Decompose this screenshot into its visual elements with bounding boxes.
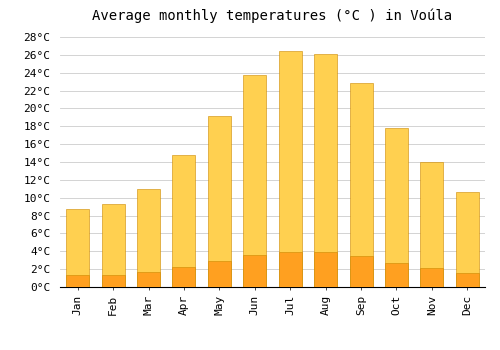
Bar: [350, 257, 372, 287]
Bar: [456, 193, 479, 287]
Bar: [420, 162, 444, 287]
Bar: [278, 252, 301, 287]
Bar: [172, 155, 196, 287]
Bar: [385, 128, 408, 287]
Bar: [172, 267, 196, 287]
Bar: [456, 273, 479, 287]
Bar: [208, 261, 231, 287]
Bar: [102, 274, 124, 287]
Bar: [137, 272, 160, 287]
Bar: [208, 116, 231, 287]
Bar: [66, 209, 89, 287]
Bar: [244, 255, 266, 287]
Bar: [278, 51, 301, 287]
Bar: [137, 189, 160, 287]
Bar: [102, 204, 124, 287]
Bar: [314, 252, 337, 287]
Bar: [385, 263, 408, 287]
Bar: [350, 83, 372, 287]
Bar: [314, 54, 337, 287]
Bar: [420, 268, 444, 287]
Bar: [244, 75, 266, 287]
Bar: [66, 275, 89, 287]
Title: Average monthly temperatures (°C ) in Voúla: Average monthly temperatures (°C ) in Vo…: [92, 8, 452, 23]
